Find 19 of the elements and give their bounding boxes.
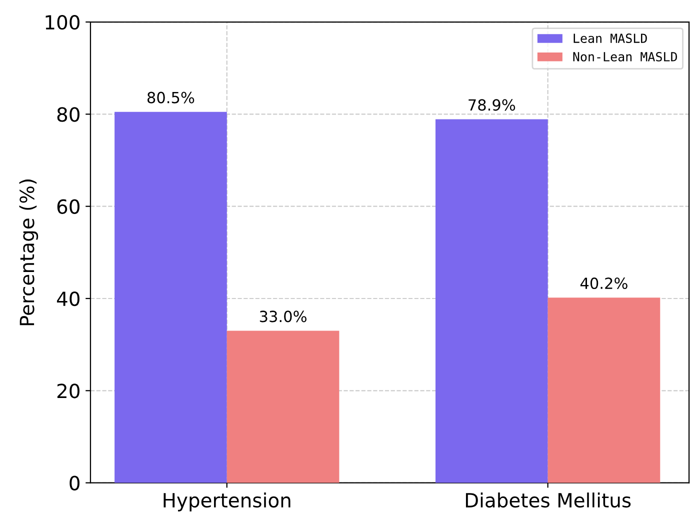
y-tick-label: 20 [57,384,80,398]
y-axis-title: Percentage (%) [19,179,38,326]
x-tick-label: Hypertension [164,492,290,512]
bar [548,298,660,483]
data-label: 78.9% [468,99,516,111]
data-label: 40.2% [580,278,628,290]
bar [435,119,548,483]
x-tick-label: Diabetes Mellitus [466,492,631,508]
data-label: 80.5% [147,92,194,104]
bar [114,112,227,483]
bar [226,330,340,483]
y-tick-label: 80 [57,107,80,122]
y-tick-label: 40 [56,291,80,306]
legend-label: Non-Lean MASLD [573,52,678,62]
y-tick-label: 100 [46,14,80,30]
y-tick-label: 60 [57,199,80,214]
data-label: 33.0% [260,310,306,322]
legend-label: Lean MASLD [574,34,647,44]
y-tick-label: 0 [70,476,80,490]
